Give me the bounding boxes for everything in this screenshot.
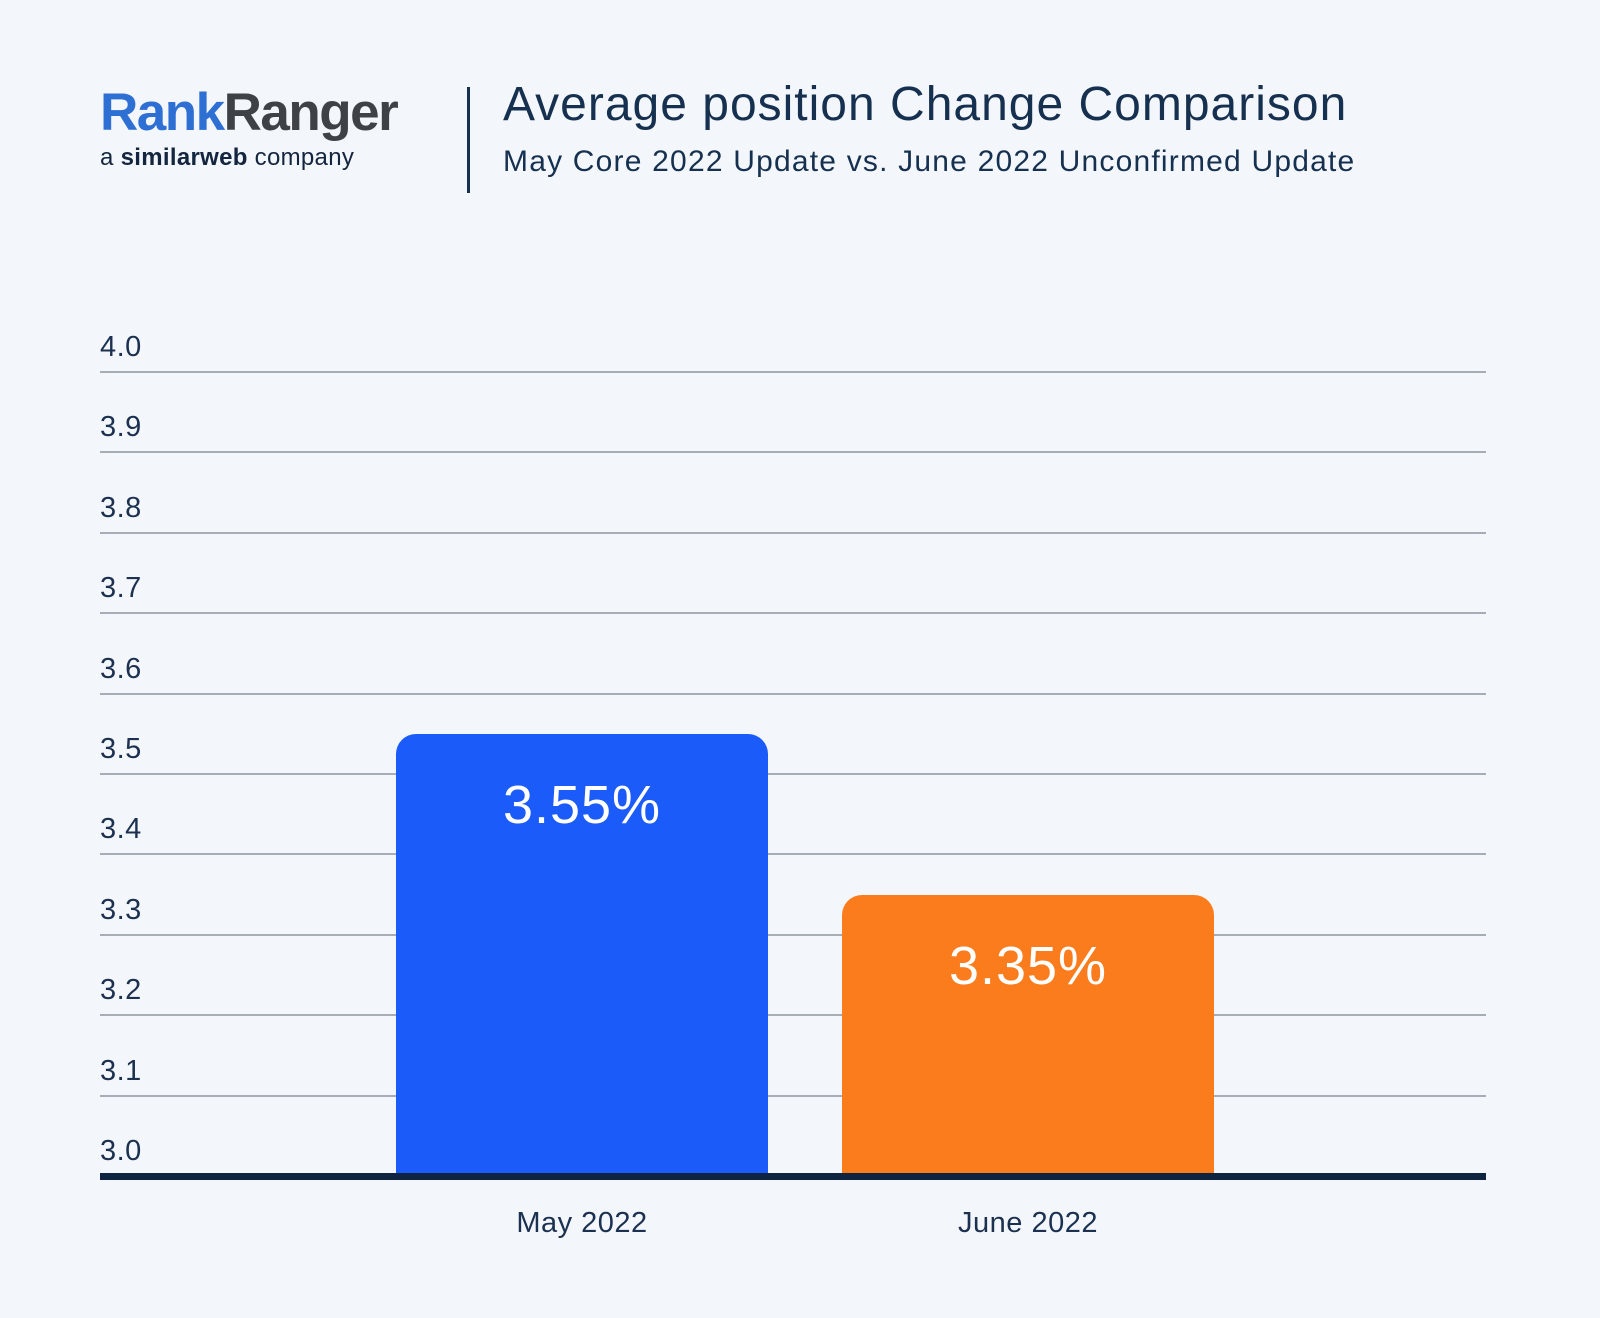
logo-wordmark: RankRanger: [100, 83, 399, 142]
y-tick-label: 3.4: [100, 813, 142, 846]
page-title: Average position Change Comparison: [503, 78, 1348, 131]
y-gridline: [100, 1014, 1486, 1017]
y-gridline: [100, 933, 1486, 936]
y-tick-label: 3.3: [100, 893, 142, 926]
logo-tagline: a similarweb company: [100, 144, 397, 172]
y-gridline: [100, 1094, 1486, 1097]
y-gridline: [100, 773, 1486, 775]
x-tick-label: May 2022: [516, 1207, 648, 1239]
bar-chart: 4.0 3.9 3.8 3.7 3.6 3.5 3.4 3.3 3.2 3.1 3.0 3.55% Ma…: [100, 300, 1486, 1300]
logo-ranger-text: Ranger: [223, 83, 399, 142]
y-tick-label: 3.5: [100, 733, 142, 765]
y-gridline: [100, 853, 1486, 856]
bar-value-label: 3.35%: [948, 935, 1108, 996]
y-tick-label: 3.8: [100, 491, 142, 524]
header-divider: [467, 87, 470, 193]
y-tick-label: 3.6: [100, 652, 142, 685]
y-tick-label: 3.7: [100, 572, 142, 605]
logo-rank-text: Rank: [100, 83, 225, 142]
plot-area: 4.0 3.9 3.8 3.7 3.6 3.5 3.4 3.3 3.2 3.1 3.0 3.55% Ma…: [100, 300, 1486, 1300]
title-block: Average position Change Comparison May C…: [503, 76, 1355, 179]
page-subtitle: May Core 2022 Update vs. June 2022 Uncon…: [503, 144, 1356, 178]
y-gridline: [100, 451, 1486, 454]
y-tick-label: 3.1: [100, 1054, 142, 1087]
y-gridline: [100, 371, 1486, 373]
y-gridline: [100, 531, 1486, 534]
y-tick-label: 3.0: [100, 1135, 142, 1167]
y-tick-label: 4.0: [100, 331, 142, 363]
logo-tagline-brand: similarweb: [120, 144, 248, 171]
x-tick-label: June 2022: [958, 1207, 1098, 1239]
bar-may-2022: 3.55%: [396, 733, 768, 1176]
bar-june-2022: 3.35%: [842, 894, 1214, 1176]
x-axis-line: [100, 1173, 1486, 1180]
y-tick-label: 3.2: [100, 974, 142, 1007]
y-gridline: [100, 692, 1486, 695]
logo-tagline-suffix: company: [247, 144, 355, 171]
y-tick-label: 3.9: [100, 411, 142, 444]
logo-tagline-prefix: a: [100, 144, 121, 171]
bar-value-label: 3.55%: [502, 774, 662, 835]
rankranger-logo: RankRanger a similarweb company: [100, 83, 399, 172]
y-gridline: [100, 612, 1486, 615]
